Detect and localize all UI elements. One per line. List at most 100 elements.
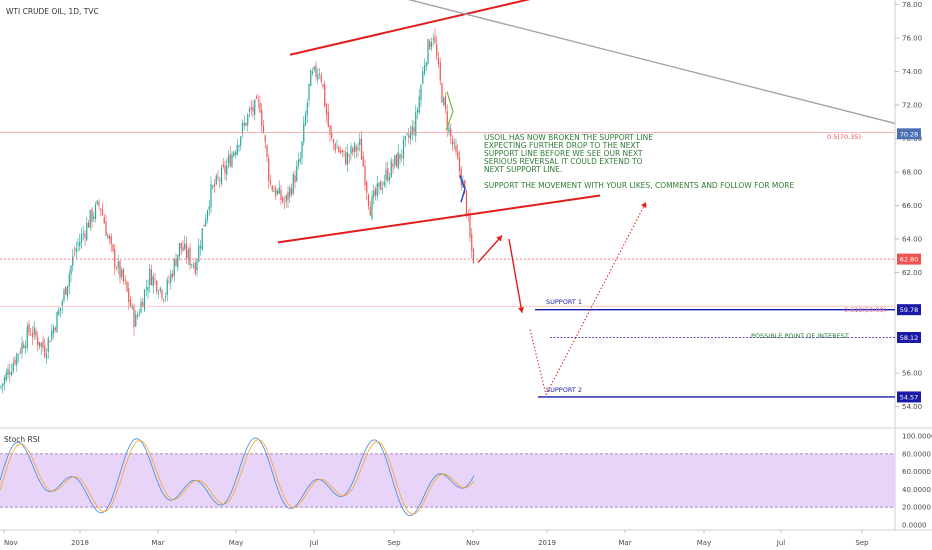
candle-body [341,150,343,153]
candle-body [164,296,167,298]
candle-body [222,164,224,168]
candle-body [224,165,226,174]
main-pane [0,0,895,428]
stoch-tick-label: 20.0000 [902,504,931,512]
candle-body [17,354,20,355]
candle-body [33,327,35,335]
stoch-tick-label: 60.0000 [902,468,931,476]
candle-body [40,342,42,347]
candle-body [469,215,471,238]
price-tick-label: 68.00 [902,169,922,177]
candle-body [310,70,312,86]
candle-body [250,107,252,110]
candle-body [23,344,25,349]
candle-body [128,288,130,302]
candle-body [171,273,174,278]
candle-body [464,179,466,189]
candle-body [332,139,335,143]
candle-body [285,194,287,202]
candle-body [418,96,420,113]
candle-body [289,187,291,197]
candle-body [355,146,357,152]
candle-body [70,265,72,275]
candle-body [196,260,198,271]
candle-body [280,189,282,200]
candle-body [135,314,137,327]
time-tick-label: Mar [151,539,164,547]
annotation-line-4: SERIOUS REVERSAL IT COULD EXTEND TO [484,157,643,166]
candle-body [357,147,359,150]
candle-body [318,73,321,75]
candle-body [16,353,18,366]
candle-body [194,262,196,274]
candle-body [178,243,181,257]
candle-body [399,153,401,160]
candle-body [49,340,51,343]
stoch-k-line [0,437,475,517]
candle-body [266,145,268,157]
candle-body [331,133,333,138]
candle-body [213,183,216,187]
candle-body [175,259,177,266]
candle-body [313,66,315,70]
candle-body [140,301,142,313]
candle-body [329,125,331,135]
candle-body [75,248,77,253]
candle-body [12,362,14,372]
candle-body [86,222,88,241]
candle-body [287,191,289,200]
candle-body [290,188,293,195]
annotation-line-5: NEXT SUPPORT LINE. [484,165,562,174]
candle-body [192,265,195,268]
price-label-text: 70.28 [900,130,919,138]
candle-body [191,264,193,266]
candle-body [110,236,112,244]
candle-body [420,85,422,100]
candle-body [245,122,247,126]
candle-body [220,167,223,184]
stoch-tick-label: 80.0000 [902,450,931,458]
candle-body [364,165,366,186]
candle-body [133,306,135,328]
candle-body [96,200,98,205]
candle-body [350,146,352,154]
candle-body [443,97,445,105]
candle-body [236,144,238,155]
dotted-projection-down [529,329,547,395]
candle-body [206,210,209,220]
candle-body [380,180,382,191]
candle-body [374,188,377,196]
time-tick-label: Nov [466,539,480,547]
candle-body [82,233,84,235]
candle-body [325,104,328,115]
candle-body [73,253,76,255]
candle-body [159,287,161,291]
price-label-box [897,128,921,140]
candle-body [107,235,109,238]
candles [0,28,475,394]
candle-body [243,122,245,126]
candle-body [30,334,32,336]
candle-body [408,135,410,138]
candle-body [373,190,375,197]
time-tick-label: Jul [309,539,319,547]
candle-body [261,110,263,126]
stoch-d-line [0,439,475,515]
candle-body [149,268,151,286]
arrow-head [496,235,502,242]
candle-body [334,143,336,151]
pattern-stroke [459,175,466,203]
fib-0618-label: 0.618(59.99) [844,306,886,314]
price-label-text: 62.80 [900,256,919,264]
candle-body [248,108,251,112]
candle-body [294,175,296,183]
candle-body [119,261,121,278]
candle-body [31,333,34,338]
candle-body [345,152,347,165]
candle-body [278,187,280,194]
candle-body [283,202,286,204]
poi-label: POSSIBLE POINT OF INTEREST [751,332,849,340]
candle-body [348,154,350,157]
annotation-line-3: SUPPORT LINE BEFORE WE SEE OUR NEXT [484,149,643,158]
candle-body [61,301,63,307]
